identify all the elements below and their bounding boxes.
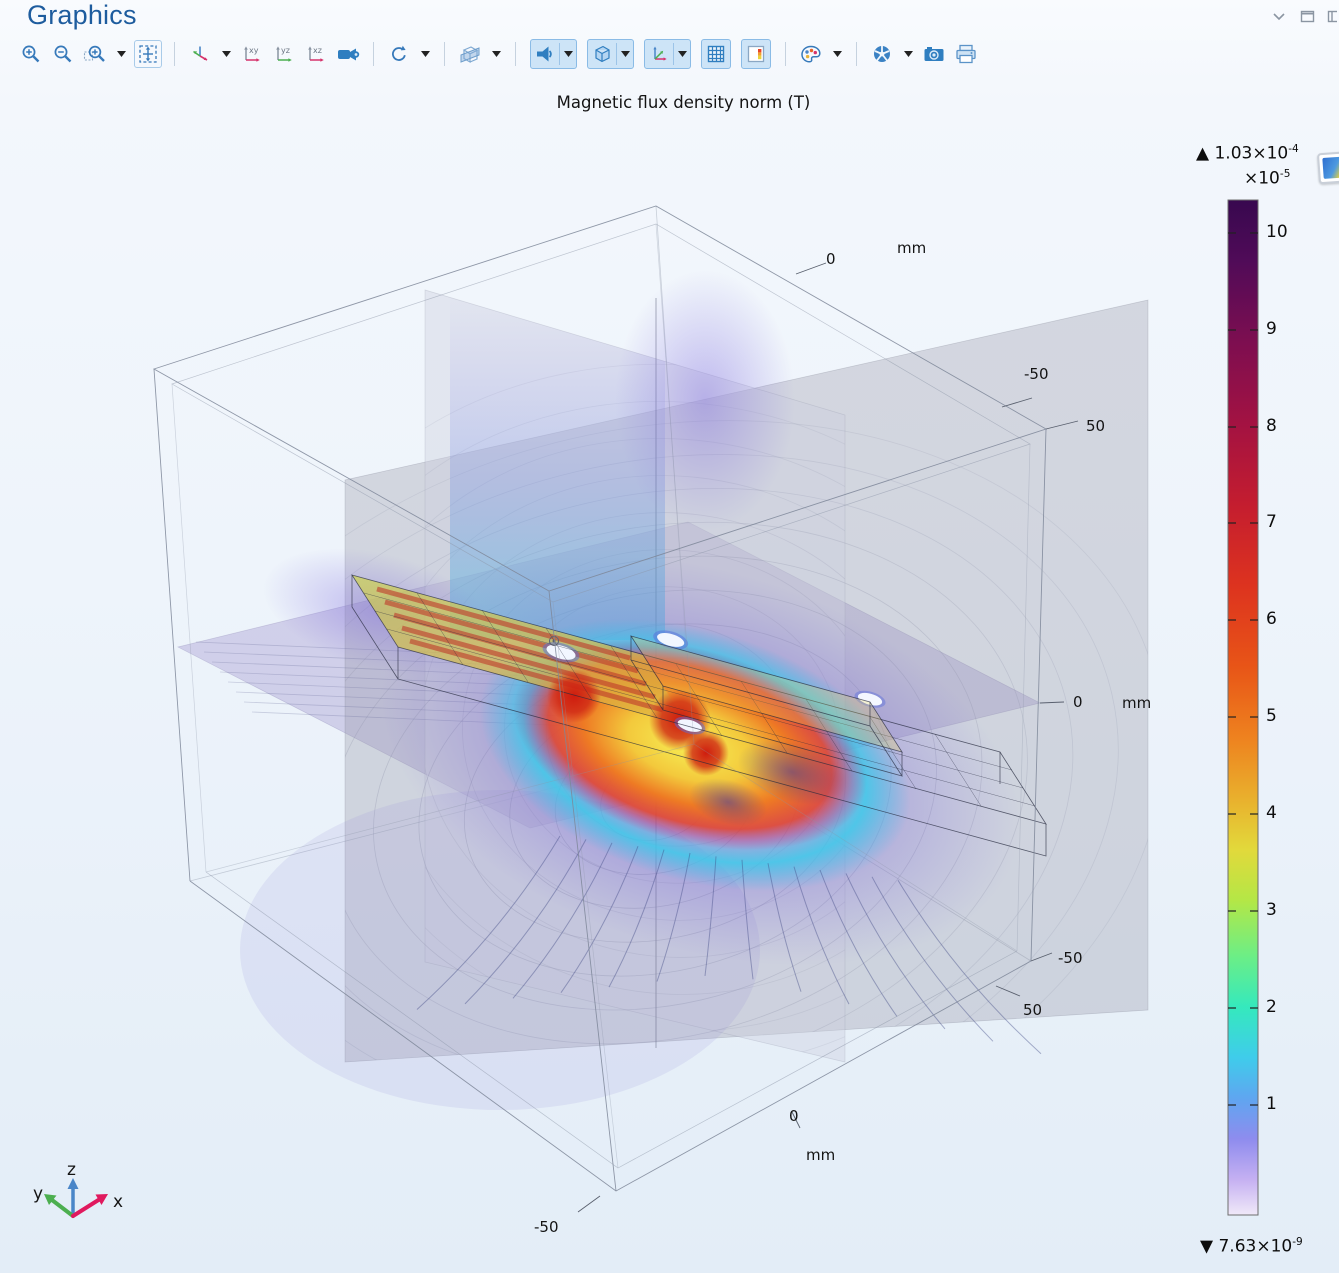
svg-text:yz: yz <box>281 46 290 55</box>
show-legends-toggle <box>741 39 771 69</box>
color-legend-bar <box>1227 199 1259 1216</box>
legend-tick: 4 <box>1266 803 1277 823</box>
axis-label-right-lower-pos: 50 <box>1023 1001 1043 1019</box>
transparency-button[interactable] <box>589 41 615 67</box>
rotate-dropdown[interactable] <box>418 41 432 67</box>
image-snapshot-button[interactable] <box>921 41 947 67</box>
axis-orientation-toggle <box>644 39 691 69</box>
toolbar-divider <box>856 42 857 66</box>
legend-tick: 3 <box>1266 900 1277 920</box>
legend-min-value: ▼ 7.63×10-9 <box>1200 1236 1303 1257</box>
legend-tick: 6 <box>1266 609 1277 629</box>
zoom-box-dropdown[interactable] <box>114 41 128 67</box>
triad-label-x: x <box>113 1192 124 1212</box>
legend-tick: 10 <box>1266 222 1288 242</box>
axis-label-right-mid-zero: 0 <box>1073 693 1083 711</box>
axis-label-right-upper-neg: -50 <box>1024 365 1049 383</box>
scene-shutter-button[interactable] <box>869 41 895 67</box>
axis-label-right-upper-pos: 50 <box>1086 417 1106 435</box>
clip-plane-dropdown[interactable] <box>489 41 503 67</box>
triad-label-y: y <box>33 1184 44 1204</box>
maximize-icon[interactable] <box>1299 8 1315 24</box>
collapse-chevron-icon[interactable] <box>1271 8 1287 24</box>
field-line-fan <box>416 835 1042 1055</box>
scene-shutter-dropdown[interactable] <box>901 41 915 67</box>
plot-title: Magnetic flux density norm (T) <box>556 93 811 112</box>
graphics-toolbar: xy yz xz <box>18 38 979 70</box>
color-theme-button[interactable] <box>798 41 824 67</box>
view-yz-button[interactable]: yz <box>271 41 297 67</box>
plot-canvas: Magnetic flux density norm (T) <box>0 74 1339 1273</box>
axis-label-top-unit: mm <box>897 239 927 257</box>
svg-text:xz: xz <box>313 46 322 55</box>
show-grid-toggle <box>701 39 731 69</box>
wireframe-inner-box <box>171 223 1031 1169</box>
legend-tick: 9 <box>1266 319 1277 339</box>
legend-tick: 1 <box>1266 1094 1277 1114</box>
view-xy-button[interactable]: xy <box>239 41 265 67</box>
show-legends-button[interactable] <box>743 41 769 67</box>
axis-label-right-mid-unit: mm <box>1122 694 1152 712</box>
toolbar-divider <box>785 42 786 66</box>
show-grid-button[interactable] <box>703 41 729 67</box>
zoom-in-button[interactable] <box>18 41 44 67</box>
axis-label-right-lower-neg: -50 <box>1058 949 1083 967</box>
legend-scale-factor: ×10-5 <box>1244 168 1291 189</box>
zoom-extents-button[interactable] <box>134 40 162 68</box>
titlebar: Graphics <box>0 0 1339 36</box>
axis-label-bottom-neg: -50 <box>534 1218 559 1236</box>
violet-plume <box>615 270 795 530</box>
zoom-box-button[interactable] <box>82 41 108 67</box>
toolbar-divider <box>444 42 445 66</box>
projection-button[interactable] <box>335 41 361 67</box>
model-geometry <box>351 574 1047 857</box>
toolbar-divider <box>174 42 175 66</box>
legend-tick: 2 <box>1266 997 1277 1017</box>
default-3d-view-dropdown[interactable] <box>219 41 233 67</box>
svg-text:xy: xy <box>249 46 259 55</box>
legend-tick: 7 <box>1266 512 1277 532</box>
color-theme-dropdown[interactable] <box>830 41 844 67</box>
axis-orientation-dropdown[interactable] <box>675 41 689 67</box>
toolbar-divider <box>373 42 374 66</box>
float-window-icon[interactable] <box>1327 8 1337 24</box>
axis-label-bottom-unit: mm <box>806 1146 836 1164</box>
view-xz-button[interactable]: xz <box>303 41 329 67</box>
rotate-button[interactable] <box>386 41 412 67</box>
axis-orientation-button[interactable] <box>646 41 672 67</box>
scene-light-dropdown[interactable] <box>561 41 575 67</box>
toolbar-divider <box>515 42 516 66</box>
zoom-out-button[interactable] <box>50 41 76 67</box>
transparency-dropdown[interactable] <box>618 41 632 67</box>
axis-label-bottom-zero: 0 <box>789 1107 799 1125</box>
default-3d-view-button[interactable] <box>187 41 213 67</box>
triad-label-z: z <box>67 1160 76 1180</box>
axis-label-top-zero: 0 <box>826 250 836 268</box>
coordinate-triad <box>44 1178 108 1218</box>
clip-plane-button[interactable] <box>457 41 483 67</box>
transparency-toggle <box>587 39 634 69</box>
graphics-canvas[interactable] <box>0 74 1339 1273</box>
field-wash <box>450 295 665 640</box>
legend-max-value: ▲ 1.03×10-4 <box>1196 143 1299 164</box>
legend-tick: 8 <box>1266 416 1277 436</box>
legend-tick: 5 <box>1266 706 1277 726</box>
page-title: Graphics <box>27 0 137 30</box>
print-button[interactable] <box>953 41 979 67</box>
scene-light-button[interactable] <box>532 41 558 67</box>
image-thumbnail[interactable] <box>1316 150 1339 185</box>
scene-light-toggle <box>530 39 577 69</box>
axis-ticks <box>577 262 1079 1213</box>
